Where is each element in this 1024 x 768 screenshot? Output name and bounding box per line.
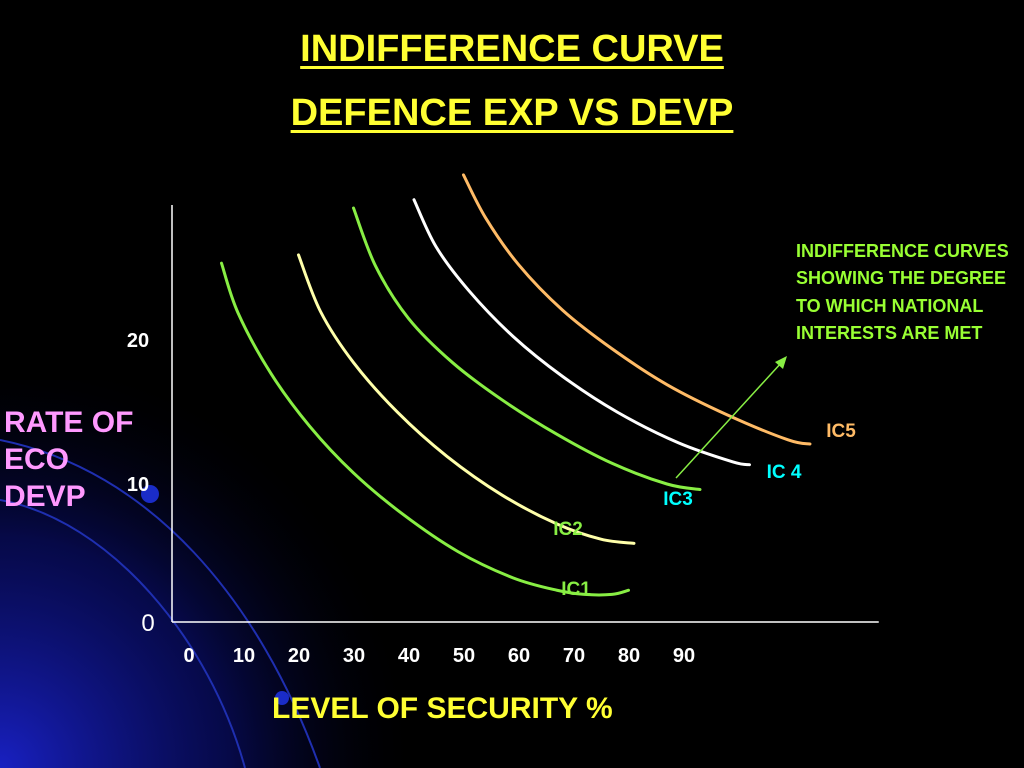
annotation-arrow-head	[775, 356, 787, 369]
y-tick-label: 0	[141, 610, 154, 637]
x-axis-label: LEVEL OF SECURITY %	[272, 692, 613, 725]
x-tick-label: 0	[183, 645, 194, 667]
annotation-arrow-line	[675, 361, 783, 479]
curve-ic2	[297, 253, 636, 545]
x-tick-label: 40	[398, 645, 420, 667]
curve-ic3	[352, 206, 702, 492]
curve-label-ic4: IC 4	[767, 462, 802, 483]
curve-ic4	[412, 198, 751, 467]
y-tick-label: 10	[127, 474, 149, 496]
x-tick-label: 70	[563, 645, 585, 667]
curve-ic5	[462, 173, 812, 446]
curve-ic1	[220, 261, 630, 597]
x-tick-label: 20	[288, 645, 310, 667]
x-tick-label: 90	[673, 645, 695, 667]
curve-label-ic5: IC5	[826, 421, 856, 442]
x-tick-label: 50	[453, 645, 475, 667]
x-tick-label: 60	[508, 645, 530, 667]
y-axis-label: RATE OF ECO DEVP	[4, 406, 134, 513]
chart-title-line-1: INDIFFERENCE CURVE	[300, 28, 724, 70]
x-tick-label: 80	[618, 645, 640, 667]
annotation-text: INDIFFERENCE CURVES SHOWING THE DEGREE T…	[796, 241, 1009, 344]
x-tick-label: 10	[233, 645, 255, 667]
chart-title-line-2: DEFENCE EXP VS DEVP	[290, 92, 734, 134]
curve-label-ic2: IC2	[553, 519, 583, 540]
y-tick-label: 20	[127, 330, 149, 352]
x-tick-label: 30	[343, 645, 365, 667]
curve-label-ic1: IC1	[561, 579, 591, 600]
curve-label-ic3: IC3	[663, 489, 693, 510]
